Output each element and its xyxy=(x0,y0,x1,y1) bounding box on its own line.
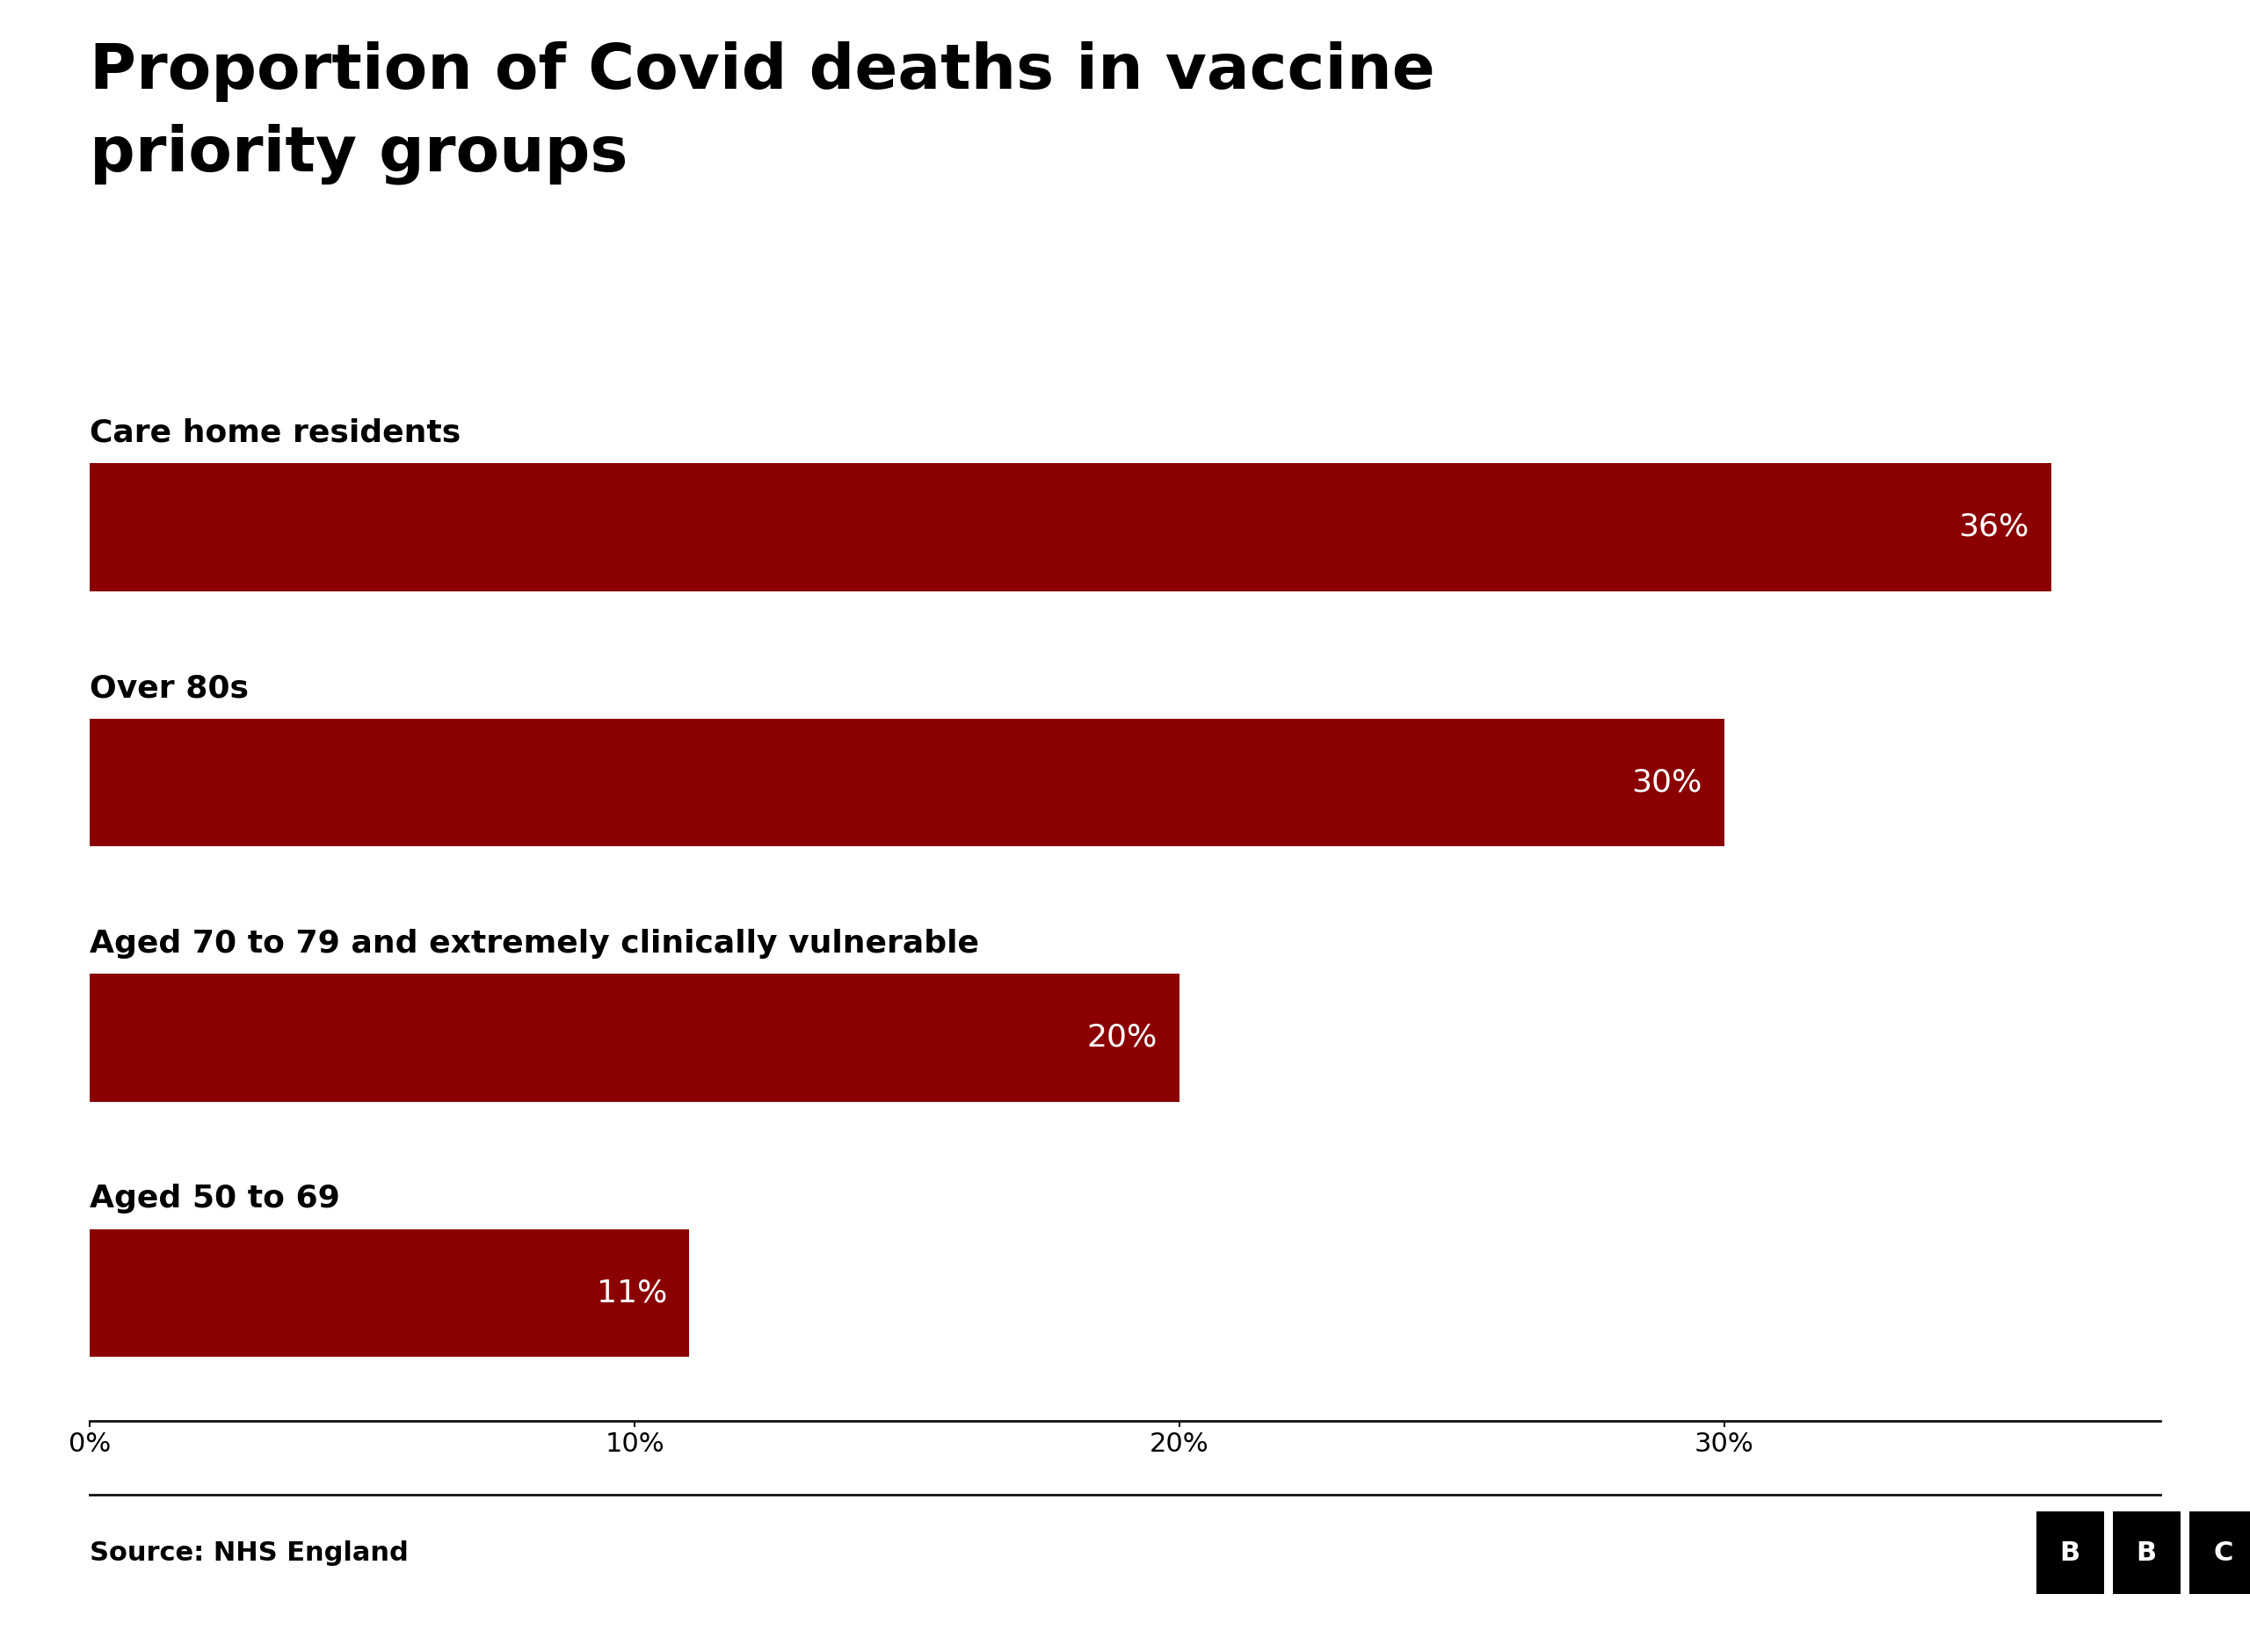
Text: Proportion of Covid deaths in vaccine: Proportion of Covid deaths in vaccine xyxy=(90,41,1436,102)
Text: Care home residents: Care home residents xyxy=(90,418,461,448)
Text: 20%: 20% xyxy=(1087,1023,1159,1052)
Text: B: B xyxy=(2135,1540,2158,1566)
Text: 36%: 36% xyxy=(1957,512,2030,542)
Text: Aged 70 to 79 and extremely clinically vulnerable: Aged 70 to 79 and extremely clinically v… xyxy=(90,928,979,958)
Text: 30%: 30% xyxy=(1631,768,1703,798)
Text: C: C xyxy=(2214,1540,2232,1566)
Text: priority groups: priority groups xyxy=(90,124,628,185)
Text: Aged 50 to 69: Aged 50 to 69 xyxy=(90,1184,340,1214)
Text: B: B xyxy=(2059,1540,2081,1566)
Bar xyxy=(90,975,1179,1102)
Bar xyxy=(90,1229,688,1356)
Bar xyxy=(90,463,2052,591)
Text: Over 80s: Over 80s xyxy=(90,674,250,704)
Text: Source: NHS England: Source: NHS England xyxy=(90,1540,409,1566)
Text: 11%: 11% xyxy=(596,1279,668,1308)
Bar xyxy=(90,719,1724,846)
